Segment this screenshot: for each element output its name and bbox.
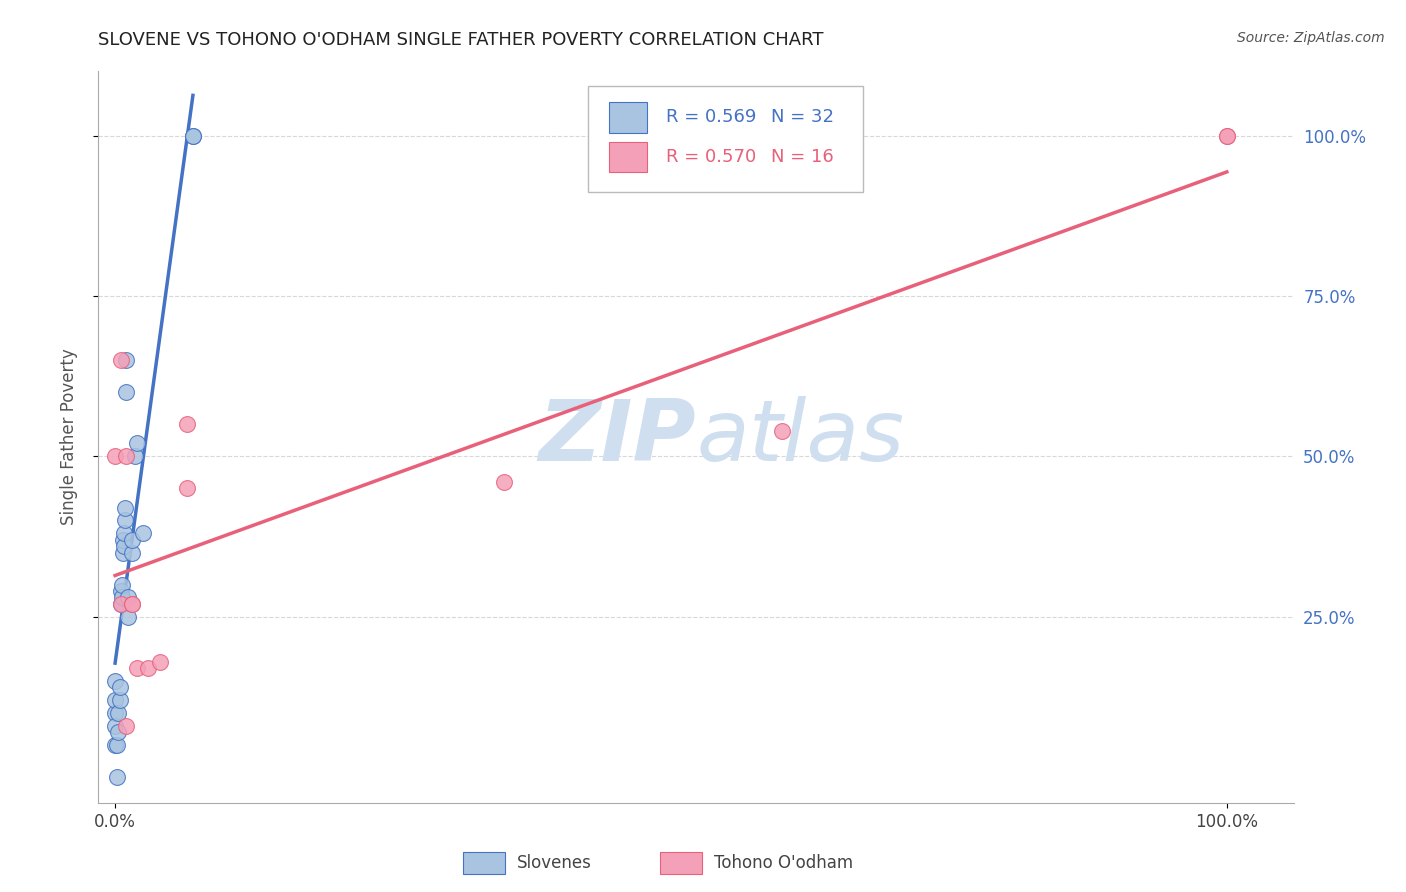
Point [114, 500, 136, 515]
Point [108, 681, 131, 695]
Point [121, 597, 143, 611]
Point [138, 661, 160, 675]
Point [111, 591, 134, 605]
Text: Slovenes: Slovenes [517, 854, 592, 871]
Point [494, 475, 516, 489]
Point [110, 353, 132, 368]
Text: atlas: atlas [696, 395, 904, 479]
Point [112, 539, 135, 553]
Text: R = 0.569: R = 0.569 [666, 109, 756, 127]
Text: Tohono O'odham: Tohono O'odham [714, 854, 853, 871]
Point [176, 482, 198, 496]
Text: N = 16: N = 16 [772, 148, 834, 166]
Point [176, 417, 198, 432]
Point [117, 591, 139, 605]
Point [107, 706, 129, 720]
Y-axis label: Single Father Poverty: Single Father Poverty [59, 349, 77, 525]
Point [108, 693, 131, 707]
Point [105, 738, 128, 752]
Point [104, 706, 127, 720]
Point [121, 533, 143, 547]
Text: Source: ZipAtlas.com: Source: ZipAtlas.com [1237, 31, 1385, 45]
Point [104, 673, 127, 688]
Point [1216, 128, 1239, 143]
Point [127, 661, 149, 675]
Point [111, 545, 134, 559]
Point [115, 385, 138, 400]
Point [148, 655, 170, 669]
Point [115, 353, 138, 368]
Point [110, 597, 132, 611]
Point [104, 719, 127, 733]
Point [104, 693, 127, 707]
Point [105, 770, 128, 784]
Text: SLOVENE VS TOHONO O'ODHAM SINGLE FATHER POVERTY CORRELATION CHART: SLOVENE VS TOHONO O'ODHAM SINGLE FATHER … [98, 31, 824, 49]
Point [124, 450, 146, 464]
FancyBboxPatch shape [589, 86, 863, 192]
Point [117, 609, 139, 624]
Point [127, 436, 149, 450]
Point [770, 424, 793, 438]
Point [115, 719, 138, 733]
Point [121, 597, 143, 611]
Point [121, 545, 143, 559]
Point [114, 514, 136, 528]
Point [104, 450, 127, 464]
Text: ZIP: ZIP [538, 395, 696, 479]
Point [112, 526, 135, 541]
FancyBboxPatch shape [661, 852, 702, 874]
Point [111, 577, 134, 591]
FancyBboxPatch shape [609, 142, 647, 172]
Point [110, 597, 132, 611]
Point [115, 450, 138, 464]
Point [104, 738, 127, 752]
Point [107, 725, 129, 739]
Point [181, 128, 204, 143]
Text: R = 0.570: R = 0.570 [666, 148, 756, 166]
Point [111, 533, 134, 547]
Point [181, 128, 204, 143]
Point [1216, 128, 1239, 143]
FancyBboxPatch shape [463, 852, 505, 874]
Point [132, 526, 155, 541]
Point [110, 584, 132, 599]
Text: N = 32: N = 32 [772, 109, 834, 127]
FancyBboxPatch shape [609, 102, 647, 133]
